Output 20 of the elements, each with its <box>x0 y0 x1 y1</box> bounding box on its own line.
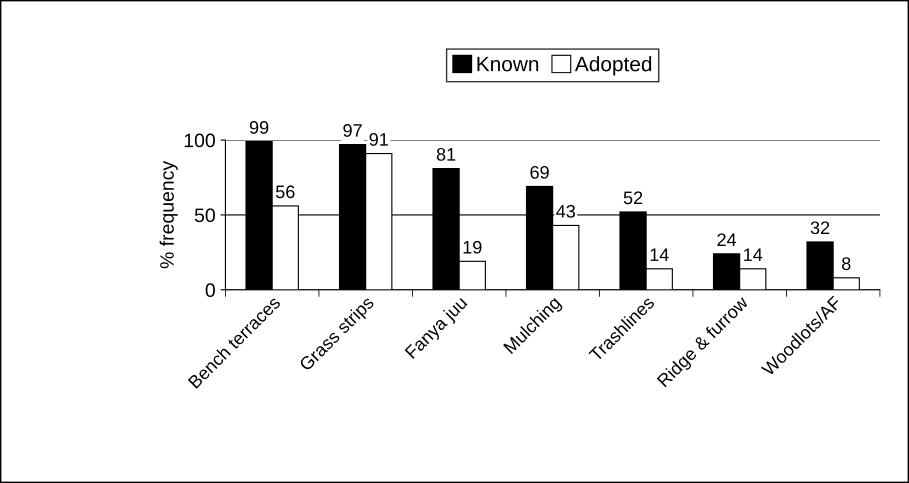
data-label: 91 <box>370 133 388 146</box>
data-label: 81 <box>436 148 456 161</box>
y-tick-label: 50 <box>194 208 215 222</box>
data-label: 24 <box>717 233 736 246</box>
y-tick-label: 0 <box>206 283 215 298</box>
data-label: 52 <box>624 191 642 204</box>
data-label: 19 <box>464 240 482 254</box>
data-label: 99 <box>250 121 268 134</box>
legend-label: Adopted <box>574 56 652 76</box>
data-label: 14 <box>744 248 762 261</box>
data-label: 69 <box>530 166 549 179</box>
data-label: 32 <box>810 221 830 234</box>
data-label: 43 <box>556 204 576 218</box>
data-label: 8 <box>842 257 850 270</box>
y-axis-title: % frequency <box>160 160 178 268</box>
legend-label: Known <box>477 56 538 72</box>
y-tick-label: 100 <box>184 134 215 148</box>
data-label: 97 <box>343 124 362 137</box>
data-label: 56 <box>276 185 295 198</box>
data-label: 14 <box>650 248 669 261</box>
